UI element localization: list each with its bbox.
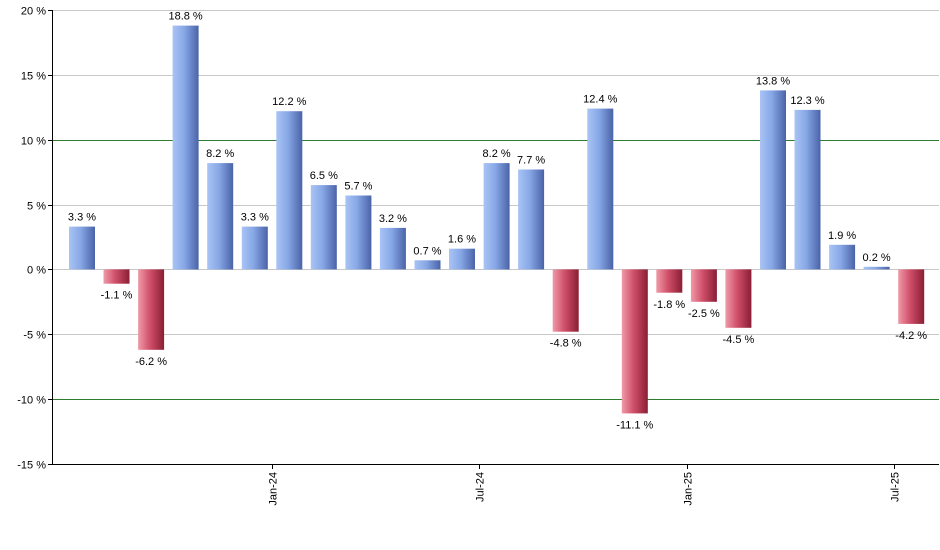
bar xyxy=(518,169,545,270)
data-label: 6.5 % xyxy=(310,170,338,182)
data-label: 12.2 % xyxy=(272,96,306,108)
bar xyxy=(414,260,441,270)
x-tick-label: Jan-24 xyxy=(268,472,280,506)
data-label: -4.8 % xyxy=(550,338,582,350)
y-tick-label: -10 % xyxy=(17,395,46,407)
bar xyxy=(863,266,890,270)
bar xyxy=(621,269,648,414)
bar xyxy=(379,227,406,270)
data-label: -6.2 % xyxy=(135,356,167,368)
bar xyxy=(725,269,752,328)
data-label: 5.7 % xyxy=(344,181,372,193)
bar xyxy=(69,226,95,270)
bar xyxy=(552,269,579,332)
data-label: -4.2 % xyxy=(895,330,927,342)
bar xyxy=(345,195,372,270)
data-label: 3.3 % xyxy=(68,212,96,224)
data-label: -4.5 % xyxy=(723,334,755,346)
data-label: 0.2 % xyxy=(863,252,891,264)
bar xyxy=(138,269,165,350)
x-tick-label: Jul-25 xyxy=(890,472,902,502)
bar xyxy=(690,269,717,302)
data-label: 1.6 % xyxy=(448,234,476,246)
y-tick-label: 15 % xyxy=(21,71,46,83)
x-tick-label: Jan-25 xyxy=(683,472,695,506)
data-label: 3.2 % xyxy=(379,213,407,225)
data-label: -11.1 % xyxy=(616,419,653,431)
x-tick-label: Jul-24 xyxy=(475,472,487,502)
bar xyxy=(760,90,786,270)
data-label: 13.8 % xyxy=(756,75,790,87)
axes: 20 % 15 % 10 % 5 % 0 % -5 % -10 % -15 % Jan-24 Ju… xyxy=(17,6,939,506)
bar xyxy=(172,25,199,270)
y-tick-label: 20 % xyxy=(21,6,46,18)
data-label: 3.3 % xyxy=(241,212,269,224)
data-label: 18.8 % xyxy=(168,11,202,23)
data-label: -2.5 % xyxy=(688,308,720,320)
bar xyxy=(898,269,925,324)
data-label: 8.2 % xyxy=(206,148,234,160)
data-label: 0.7 % xyxy=(413,245,441,257)
bar xyxy=(483,163,510,270)
y-tick-label: -5 % xyxy=(23,330,46,342)
data-label: 12.3 % xyxy=(790,95,824,107)
y-tick-label: 5 % xyxy=(27,201,46,213)
bar xyxy=(103,269,130,284)
y-tick-label: 0 % xyxy=(27,265,46,277)
data-labels: 3.3 % -1.1 % -6.2 % 18.8 % 8.2 % 3.3 % 12.2 % 6… xyxy=(68,11,927,432)
bar xyxy=(587,108,614,270)
bar xyxy=(241,226,268,270)
y-tick-label: 10 % xyxy=(21,136,46,148)
bar xyxy=(449,248,475,270)
y-tick-label: -15 % xyxy=(17,460,46,472)
data-label: 1.9 % xyxy=(828,230,856,242)
data-label: -1.1 % xyxy=(101,290,133,302)
data-label: -1.8 % xyxy=(653,299,685,311)
bar xyxy=(310,185,337,270)
data-label: 7.7 % xyxy=(517,155,545,167)
data-label: 12.4 % xyxy=(583,94,617,106)
bars xyxy=(69,25,925,414)
bar xyxy=(656,269,683,293)
bar xyxy=(829,244,856,270)
bar xyxy=(276,111,303,270)
bar xyxy=(207,163,234,270)
data-label: 8.2 % xyxy=(483,148,511,160)
bar xyxy=(794,109,821,270)
